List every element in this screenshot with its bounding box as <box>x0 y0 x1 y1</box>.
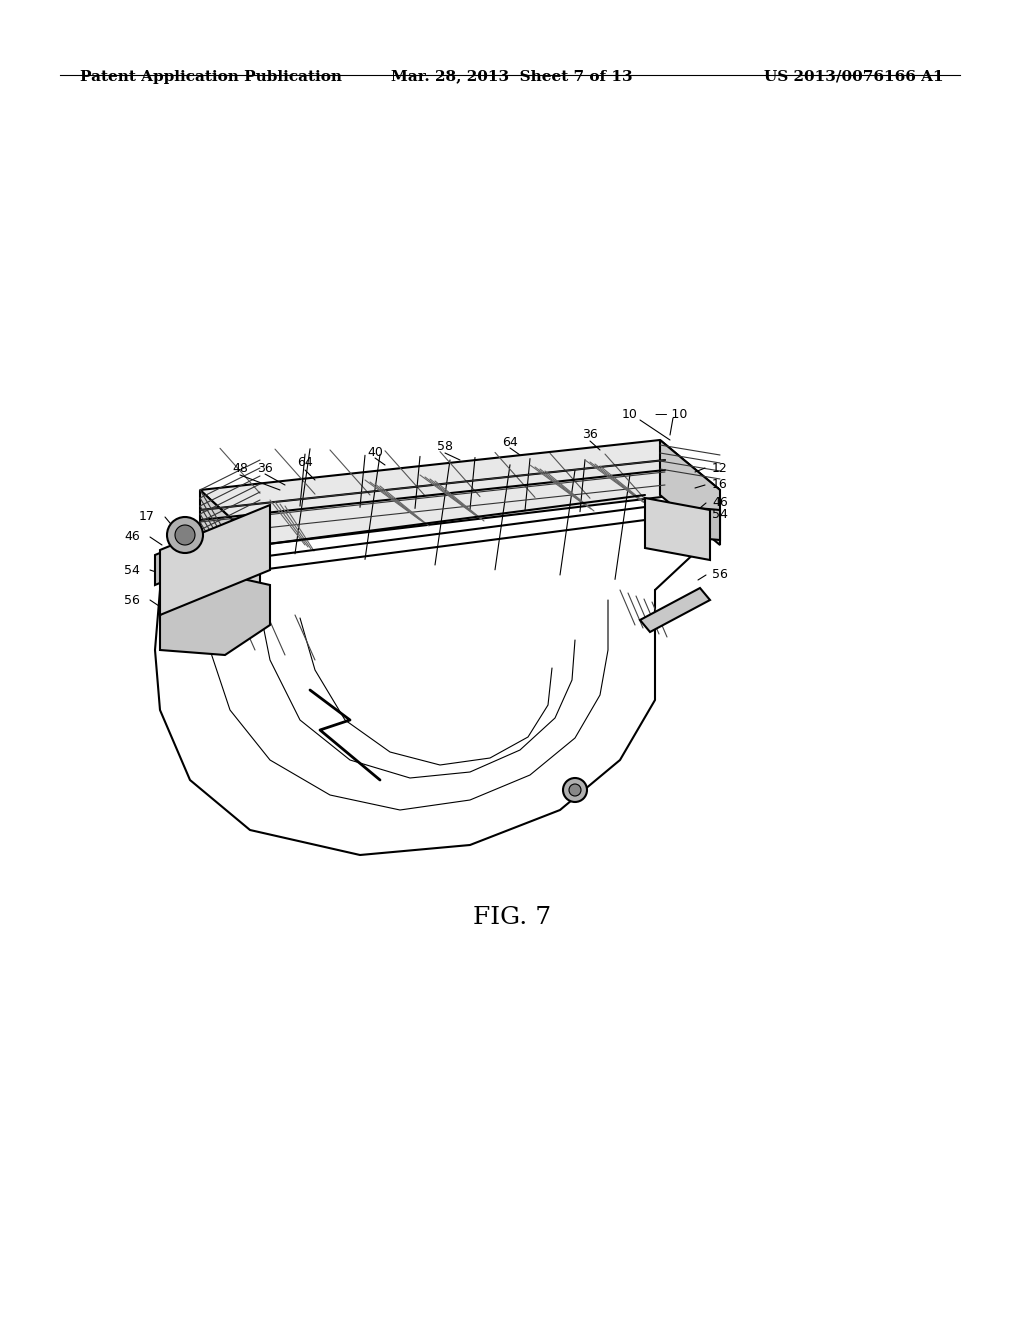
Text: 46: 46 <box>712 496 728 510</box>
Text: 64: 64 <box>297 457 313 470</box>
Circle shape <box>569 784 581 796</box>
Polygon shape <box>200 490 260 601</box>
Text: Mar. 28, 2013  Sheet 7 of 13: Mar. 28, 2013 Sheet 7 of 13 <box>391 70 633 83</box>
Text: FIG. 7: FIG. 7 <box>473 906 551 929</box>
Circle shape <box>563 777 587 803</box>
Text: 58: 58 <box>437 441 453 454</box>
Circle shape <box>167 517 203 553</box>
Text: 64: 64 <box>502 436 518 449</box>
Text: 36: 36 <box>582 429 598 441</box>
Text: 10: 10 <box>622 408 638 421</box>
Text: 12: 12 <box>712 462 728 474</box>
Polygon shape <box>155 510 265 585</box>
Polygon shape <box>200 440 720 545</box>
Polygon shape <box>640 587 710 632</box>
Polygon shape <box>645 498 710 560</box>
Text: 40: 40 <box>367 446 383 458</box>
Text: US 2013/0076166 A1: US 2013/0076166 A1 <box>764 70 944 83</box>
Text: 17: 17 <box>139 511 155 524</box>
Circle shape <box>175 525 195 545</box>
Polygon shape <box>160 506 270 615</box>
Polygon shape <box>660 506 720 540</box>
Text: 16: 16 <box>712 479 728 491</box>
Text: 54: 54 <box>712 508 728 521</box>
Text: Patent Application Publication: Patent Application Publication <box>80 70 342 83</box>
Text: 54: 54 <box>124 564 140 577</box>
Text: 46: 46 <box>124 531 140 544</box>
Text: 56: 56 <box>124 594 140 606</box>
Polygon shape <box>160 576 270 655</box>
Text: 56: 56 <box>712 569 728 582</box>
Text: — 10: — 10 <box>655 408 687 421</box>
Polygon shape <box>660 440 720 545</box>
Text: 48: 48 <box>232 462 248 474</box>
Polygon shape <box>200 550 260 630</box>
Text: 36: 36 <box>257 462 272 474</box>
